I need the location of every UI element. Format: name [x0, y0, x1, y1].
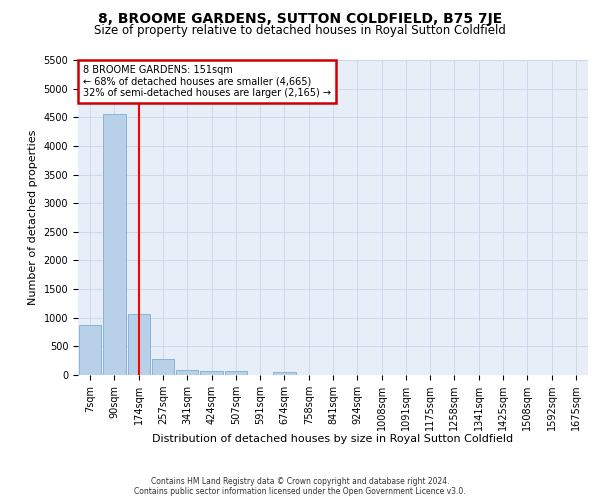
Bar [152, 359, 174, 375]
Bar [200, 370, 223, 375]
Text: 8 BROOME GARDENS: 151sqm
← 68% of detached houses are smaller (4,665)
32% of sem: 8 BROOME GARDENS: 151sqm ← 68% of detach… [83, 64, 331, 98]
Y-axis label: Number of detached properties: Number of detached properties [28, 130, 38, 305]
Bar [273, 372, 296, 375]
X-axis label: Distribution of detached houses by size in Royal Sutton Coldfield: Distribution of detached houses by size … [152, 434, 514, 444]
Bar [128, 314, 150, 375]
Text: Contains HM Land Registry data © Crown copyright and database right 2024.
Contai: Contains HM Land Registry data © Crown c… [134, 476, 466, 496]
Bar [176, 370, 199, 375]
Bar [103, 114, 125, 375]
Bar [224, 370, 247, 375]
Text: 8, BROOME GARDENS, SUTTON COLDFIELD, B75 7JE: 8, BROOME GARDENS, SUTTON COLDFIELD, B75… [98, 12, 502, 26]
Bar [79, 324, 101, 375]
Text: Size of property relative to detached houses in Royal Sutton Coldfield: Size of property relative to detached ho… [94, 24, 506, 37]
